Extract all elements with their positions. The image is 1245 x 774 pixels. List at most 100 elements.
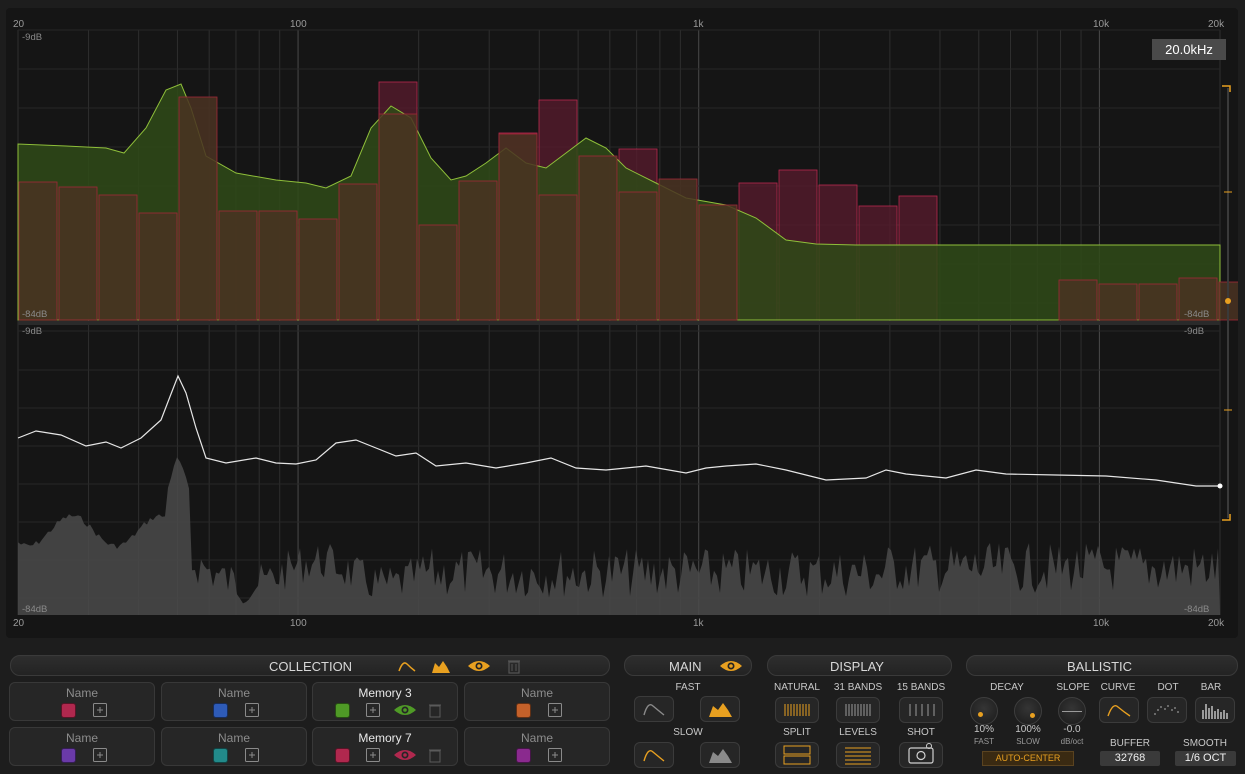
memory-slot-name[interactable]: Name: [217, 731, 250, 745]
decay-slow-caption: SLOW: [1016, 737, 1040, 746]
decay-label: DECAY: [990, 682, 1024, 693]
memory-slot[interactable]: Name: [9, 727, 155, 766]
memory-slot-name[interactable]: Name: [520, 686, 553, 700]
main-slow-filled-button[interactable]: [700, 742, 740, 768]
cursor-frequency-readout: 20.0kHz: [1152, 39, 1226, 60]
display-natural-button[interactable]: [775, 697, 819, 723]
main-fast-curve-button[interactable]: [634, 696, 674, 722]
ballistic-dot-button[interactable]: [1147, 697, 1187, 723]
buffer-value-select[interactable]: 32768: [1100, 751, 1160, 766]
natural-bars-icon: [784, 704, 810, 716]
curve-outline-icon: [643, 750, 665, 762]
band-bar: [538, 194, 578, 321]
display-31bands-button[interactable]: [836, 697, 880, 723]
trash-icon[interactable]: [507, 658, 521, 674]
memory-color-swatch[interactable]: [516, 748, 531, 763]
dots-icon: [1154, 705, 1179, 715]
slope-unit: dB/oct: [1060, 737, 1084, 746]
levels-icon: [845, 747, 871, 765]
bands-15-icon: [909, 704, 935, 716]
display-split-button[interactable]: [775, 742, 819, 768]
slope-value: -0.0: [1063, 724, 1081, 735]
save-memory-icon[interactable]: [244, 702, 260, 718]
knob-indicator: [1062, 711, 1082, 712]
freq-label-top-10k: 10k: [1093, 19, 1110, 30]
memory-slot[interactable]: Name: [9, 682, 155, 721]
bands-31-icon: [845, 704, 871, 716]
main-header: MAIN: [624, 655, 752, 676]
decay-slow-knob[interactable]: [1014, 697, 1042, 725]
save-memory-icon[interactable]: [365, 747, 381, 763]
memory-slot[interactable]: Name: [464, 682, 610, 721]
band-bar: [1178, 277, 1218, 321]
display-levels-button[interactable]: [836, 742, 880, 768]
memory-slot[interactable]: Memory 3: [312, 682, 458, 721]
memory-color-swatch[interactable]: [335, 703, 350, 718]
decay-fast-knob[interactable]: [970, 697, 998, 725]
memory-trash-icon[interactable]: [427, 702, 443, 718]
save-memory-icon[interactable]: [547, 702, 563, 718]
curve-filled-icon: [709, 703, 732, 717]
band-bar: [338, 183, 378, 321]
memory-trash-icon[interactable]: [427, 747, 443, 763]
memory-slot[interactable]: Name: [161, 727, 307, 766]
split-icon: [783, 745, 811, 765]
main-eye-icon[interactable]: [719, 658, 743, 674]
memory-slot-name[interactable]: Name: [65, 686, 98, 700]
analyzer-graph: 20 100 1k 10k 20k 20 100 1k 10k 20k -9dB…: [13, 19, 1238, 629]
memory-slot[interactable]: Memory 7: [312, 727, 458, 766]
band-bar: [138, 212, 178, 321]
save-memory-icon[interactable]: [244, 747, 260, 763]
band-bar: [298, 218, 338, 321]
memory-visibility-eye-icon[interactable]: [393, 702, 417, 718]
band-bar: [1058, 279, 1098, 321]
memory-slot[interactable]: Name: [464, 727, 610, 766]
save-memory-icon[interactable]: [365, 702, 381, 718]
memory-slot[interactable]: Name: [161, 682, 307, 721]
pane-divider[interactable]: [18, 321, 1220, 325]
display-title: DISPLAY: [830, 659, 884, 674]
memory-color-swatch[interactable]: [335, 748, 350, 763]
freq-label-bottom-20: 20: [13, 618, 25, 629]
spectrum-average-line: [17, 374, 1220, 487]
main-fast-filled-button[interactable]: [700, 696, 740, 722]
auto-center-button[interactable]: AUTO-CENTER: [982, 751, 1074, 766]
memory-color-swatch[interactable]: [213, 748, 228, 763]
memory-color-swatch[interactable]: [61, 703, 76, 718]
slope-knob[interactable]: [1058, 697, 1086, 725]
save-memory-icon[interactable]: [92, 747, 108, 763]
save-memory-icon[interactable]: [92, 702, 108, 718]
eye-icon[interactable]: [467, 658, 491, 674]
memory-slot-name[interactable]: Memory 7: [358, 731, 412, 745]
collection-header: COLLECTION: [10, 655, 610, 676]
memory-color-swatch[interactable]: [213, 703, 228, 718]
memory-slot-name[interactable]: Name: [65, 731, 98, 745]
save-memory-icon[interactable]: [547, 747, 563, 763]
display-shot-button[interactable]: [899, 742, 943, 768]
range-slider-handle[interactable]: [1225, 298, 1231, 304]
main-slow-curve-button[interactable]: [634, 742, 674, 768]
curve-label: CURVE: [1100, 682, 1136, 693]
curve-outline-icon[interactable]: [397, 658, 417, 674]
ballistic-curve-button[interactable]: [1099, 697, 1139, 723]
display-natural-label: NATURAL: [774, 682, 820, 693]
band-bar: [18, 181, 58, 321]
smooth-value-select[interactable]: 1/6 OCT: [1175, 751, 1236, 766]
memory-slot-name[interactable]: Name: [217, 686, 250, 700]
memory-color-swatch[interactable]: [516, 703, 531, 718]
memory-slot-name[interactable]: Memory 3: [358, 686, 412, 700]
memory-color-swatch[interactable]: [61, 748, 76, 763]
cursor-dot: [1217, 483, 1223, 489]
buffer-label: BUFFER: [1110, 738, 1150, 749]
curve-filled-icon[interactable]: [431, 658, 451, 674]
range-slider-brackets[interactable]: [1222, 85, 1231, 521]
ballistic-bar-button[interactable]: [1195, 697, 1235, 723]
smooth-label: SMOOTH: [1183, 738, 1227, 749]
band-bar: [658, 178, 698, 321]
memory-slot-name[interactable]: Name: [520, 731, 553, 745]
display-15bands-button[interactable]: [899, 697, 943, 723]
freq-label-bottom-20k: 20k: [1208, 618, 1225, 629]
memory-visibility-eye-icon[interactable]: [393, 747, 417, 763]
spectrum-analyzer[interactable]: 20 100 1k 10k 20k 20 100 1k 10k 20k -9dB…: [6, 8, 1238, 638]
display-31bands-label: 31 BANDS: [833, 682, 883, 693]
